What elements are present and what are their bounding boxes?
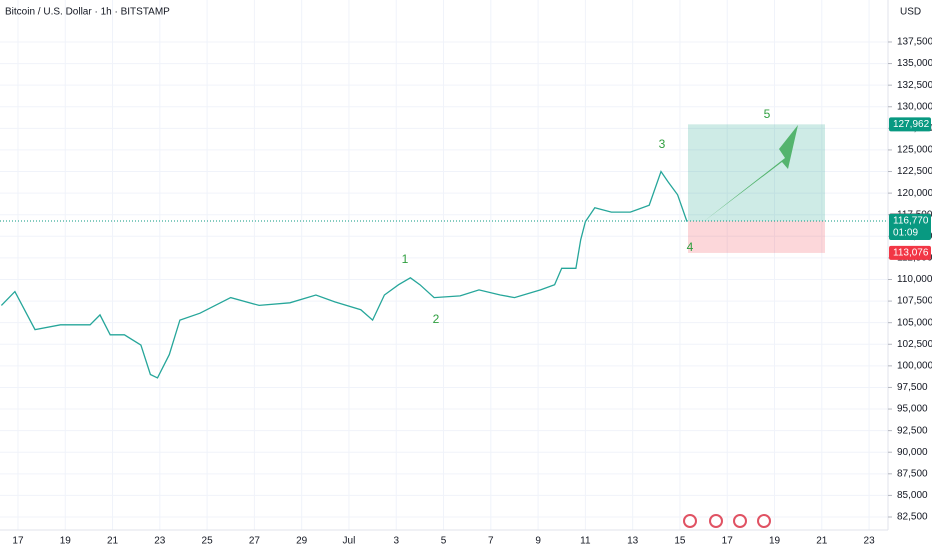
entry-label: 116,770 xyxy=(893,216,929,227)
y-tick-label: 130,000 xyxy=(897,101,932,112)
chart-title: Bitcoin / U.S. Dollar · 1h · BITSTAMP xyxy=(5,7,170,18)
y-tick-label: 102,500 xyxy=(897,339,932,350)
y-tick-label: 125,000 xyxy=(897,145,932,156)
stop-tag xyxy=(889,245,931,260)
stop-label: 113,076 xyxy=(893,248,929,259)
x-tick-label: 13 xyxy=(627,536,639,547)
grid xyxy=(0,0,888,530)
currency: USD xyxy=(900,7,921,18)
y-tick-label: 100,000 xyxy=(897,360,932,371)
y-tick-label: 120,000 xyxy=(897,188,932,199)
stop-zone xyxy=(688,221,825,253)
wave-label: 5 xyxy=(764,107,771,121)
event-icons xyxy=(683,514,771,528)
event-icon xyxy=(733,514,747,528)
price-line xyxy=(0,170,688,379)
x-tick-label: 23 xyxy=(864,536,876,547)
y-tick-label: 95,000 xyxy=(897,404,928,415)
x-tick-label: 15 xyxy=(674,536,686,547)
target-label: 127,962 xyxy=(893,119,930,130)
y-tick-label: 82,500 xyxy=(897,512,928,523)
x-tick-label: 29 xyxy=(296,536,308,547)
x-tick-label: 9 xyxy=(535,536,541,547)
event-icon xyxy=(757,514,771,528)
x-tick-label: Jul xyxy=(343,536,356,547)
y-tick-label: 87,500 xyxy=(897,468,928,479)
x-tick-label: 5 xyxy=(441,536,447,547)
wave-label: 2 xyxy=(433,312,440,326)
wave-label: 1 xyxy=(402,252,409,266)
y-tick-label: 110,000 xyxy=(897,274,932,285)
wave-label: 3 xyxy=(659,137,666,151)
x-tick-label: 25 xyxy=(202,536,214,547)
x-tick-label: 19 xyxy=(60,536,72,547)
y-tick-label: 85,000 xyxy=(897,490,928,501)
x-tick-label: 21 xyxy=(816,536,828,547)
y-tick-label: 90,000 xyxy=(897,447,928,458)
y-tick-label: 105,000 xyxy=(897,317,932,328)
x-tick-label: 19 xyxy=(769,536,781,547)
wave-label: 4 xyxy=(687,240,694,254)
x-tick-label: 17 xyxy=(12,536,24,547)
x-tick-label: 3 xyxy=(393,536,399,547)
x-tick-label: 21 xyxy=(107,536,119,547)
entry-tag xyxy=(889,214,931,241)
countdown: 01:09 xyxy=(893,228,918,239)
x-tick-label: 23 xyxy=(154,536,166,547)
x-tick-label: 27 xyxy=(249,536,261,547)
y-tick-label: 97,500 xyxy=(897,382,928,393)
target-zone xyxy=(688,124,825,222)
event-icon xyxy=(709,514,723,528)
x-tick-label: 11 xyxy=(580,536,591,547)
y-tick-label: 122,500 xyxy=(897,166,932,177)
y-tick-label: 135,000 xyxy=(897,58,932,69)
y-tick-label: 132,500 xyxy=(897,80,932,91)
y-tick-label: 92,500 xyxy=(897,425,928,436)
x-tick-label: 7 xyxy=(488,536,494,547)
target-tag xyxy=(889,117,931,132)
y-tick-label: 137,500 xyxy=(897,37,932,48)
y-tick-label: 107,500 xyxy=(897,296,932,307)
x-tick-label: 17 xyxy=(722,536,734,547)
event-icon xyxy=(683,514,697,528)
